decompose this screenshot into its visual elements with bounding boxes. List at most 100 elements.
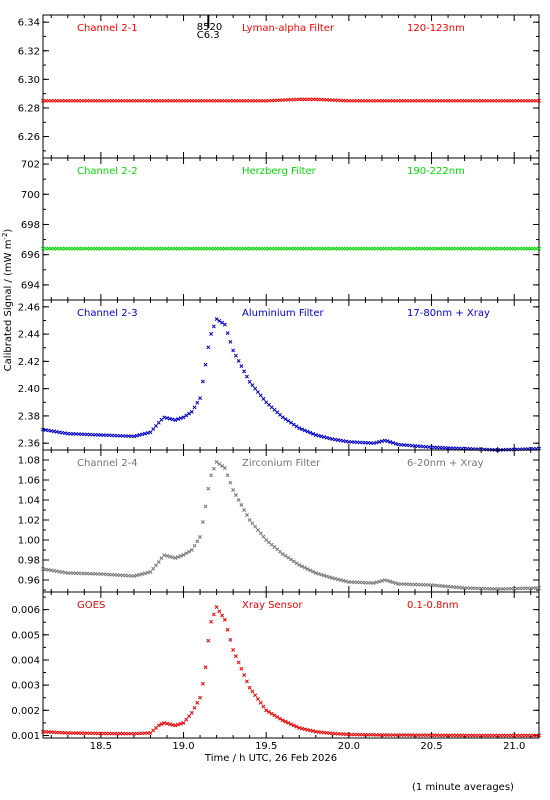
data-point [170,722,175,727]
flare-annotation: 8520 [197,22,222,33]
data-point [131,574,136,578]
y-axis-title-end: ) [3,229,14,233]
data-point [162,415,167,420]
data-point [143,571,147,576]
data-point [391,440,395,445]
data-point [181,553,186,557]
data-point [388,440,393,444]
data-point [236,660,241,665]
data-point [200,379,205,384]
x-tick-label: 21.0 [503,741,525,752]
data-point [341,578,346,583]
data-point [43,567,48,572]
data-point [200,520,205,524]
band-label: 190-222nm [407,166,465,177]
data-point [247,518,252,522]
data-point [239,503,244,507]
data-point [211,612,216,617]
data-point [247,379,252,384]
data-point [214,605,219,610]
data-point [209,473,214,478]
data-point [374,580,379,585]
data-point [258,531,263,536]
series-1 [41,460,541,591]
data-point [233,493,238,497]
data-point [280,415,285,420]
data-point [242,369,247,374]
band-label: 17-80nm + Xray [407,308,490,319]
data-point [187,714,191,719]
data-point [211,466,216,471]
channel-label: Channel 2-4 [77,458,138,469]
data-point [385,439,390,444]
data-point [382,578,387,583]
panel-1: 6.26 6.28 6.30 6.32 6.34 Channel 2-1 Lyman-alp… [18,14,541,159]
channel-label: Channel 2-2 [77,166,138,177]
series-1 [41,605,541,738]
data-point [187,411,191,416]
data-point [286,555,291,560]
y-tick-label: 700 [21,190,40,201]
data-point [289,557,293,562]
data-point [377,439,382,444]
data-point [289,420,293,425]
data-point [189,548,194,552]
y-tick-label: 6.34 [18,18,40,29]
data-point [308,728,313,733]
y-axis-title-sup: -2 [1,233,9,240]
data-point [145,570,150,575]
filter-label: Zirconium Filter [242,458,321,469]
data-point [148,430,153,435]
data-point [52,429,56,434]
y-tick-label: 2.36 [18,439,40,450]
data-point [173,556,178,560]
data-point [267,710,271,714]
data-point [300,427,304,432]
y-tick-label: 0.006 [11,605,40,616]
data-point [289,722,293,727]
data-point [200,681,205,686]
data-point [297,563,302,567]
data-point [137,572,142,577]
data-point [316,433,321,438]
band-label: 6-20nm + Xray [407,458,484,469]
data-point [220,464,225,468]
x-tick-label: 19.0 [172,741,194,752]
data-point [178,554,183,558]
data-point [242,673,247,678]
data-point [140,432,145,437]
data-point [236,498,241,502]
data-point [228,480,233,485]
data-point [344,579,349,584]
y-axis-title-main: Calibrated Signal / (mW m [3,240,14,372]
y-tick-label: 2.38 [18,411,40,422]
data-point [242,508,247,512]
y-tick-label: 702 [21,160,40,171]
data-point [283,417,288,422]
data-point [173,723,178,728]
averaging-footnote: (1 minute averages) [412,782,514,793]
data-point [305,429,310,434]
y-tick-label: 0.001 [11,731,40,742]
filter-label: Herzberg Filter [242,166,317,177]
data-point [379,578,384,583]
data-point [255,697,260,701]
data-point [393,441,398,446]
data-point [178,416,183,421]
data-point [319,572,324,577]
data-point [250,689,255,694]
data-point [165,721,169,726]
data-point [335,438,340,442]
y-tick-label: 1.04 [18,496,40,507]
data-point [214,460,219,464]
x-tick-label: 18.5 [90,741,112,752]
data-point [335,577,340,582]
data-point [388,579,393,584]
flare-annotation: C6.3 [197,30,220,41]
data-point [330,437,335,442]
data-point [233,654,238,659]
y-tick-label: 0.005 [11,630,40,641]
data-point [165,553,169,558]
data-point [167,554,172,559]
data-point [291,422,296,427]
